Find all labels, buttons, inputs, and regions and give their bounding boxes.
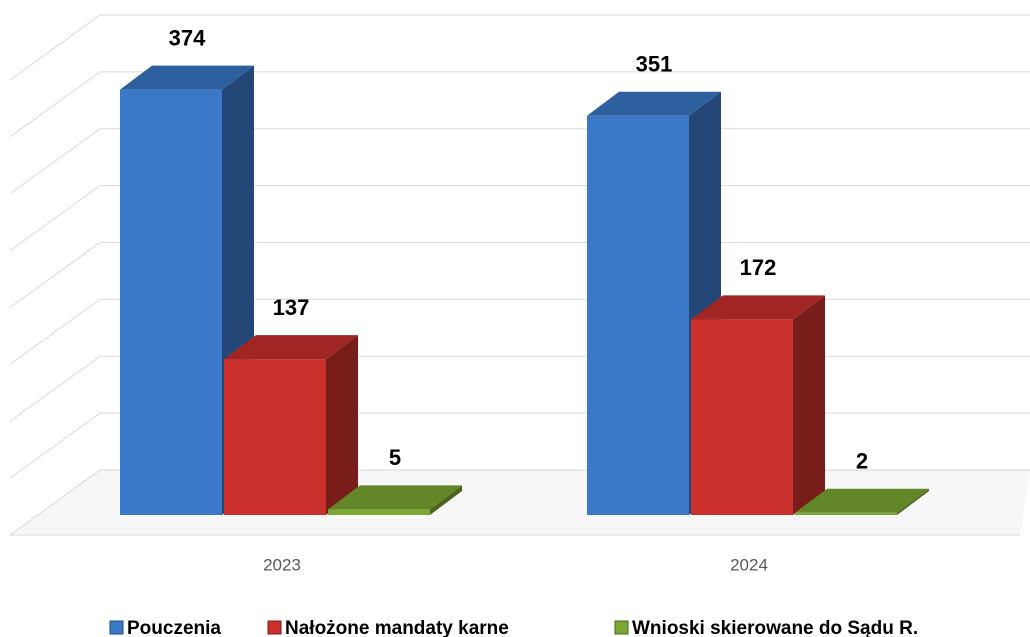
data-label: 137 xyxy=(273,295,310,320)
bar-top xyxy=(224,335,358,360)
bar-side xyxy=(793,295,825,515)
data-label: 374 xyxy=(169,25,206,50)
bar xyxy=(795,488,929,515)
bar-top xyxy=(120,65,254,90)
bar-top xyxy=(691,295,825,320)
bar-front xyxy=(691,319,793,515)
bar-front xyxy=(328,509,430,515)
grid-line-side xyxy=(9,298,101,365)
data-label: 2 xyxy=(856,449,868,474)
x-tick-label: 2023 xyxy=(263,555,301,574)
data-label: 351 xyxy=(636,52,673,77)
bar-top xyxy=(587,91,721,116)
data-label: 172 xyxy=(740,255,777,280)
bar-front xyxy=(224,359,326,515)
bar-side xyxy=(430,485,462,515)
data-label: 5 xyxy=(389,445,401,470)
bar xyxy=(328,485,462,515)
bar-front xyxy=(120,89,222,515)
bar-top xyxy=(795,488,929,513)
grid-line-side xyxy=(9,185,101,252)
legend-label: Nałożone mandaty karne xyxy=(285,618,509,637)
grid-line-side xyxy=(9,469,101,536)
grid-line-side xyxy=(9,71,101,138)
bar-front xyxy=(587,115,689,516)
bar-side xyxy=(326,335,358,515)
grid-line-side xyxy=(9,355,101,422)
bar xyxy=(224,335,358,515)
bar xyxy=(691,295,825,515)
bar-front xyxy=(795,512,897,515)
bar-top xyxy=(328,485,462,510)
legend-swatch xyxy=(109,620,124,635)
legend-swatch xyxy=(614,620,629,635)
legend-label: Pouczenia xyxy=(127,618,221,637)
legend-swatch xyxy=(267,620,282,635)
legend-label: Wnioski skierowane do Sądu R. xyxy=(632,618,918,637)
x-tick-label: 2024 xyxy=(730,555,768,574)
grid-line-side xyxy=(9,14,101,81)
grid-line-side xyxy=(9,242,101,308)
bar-side xyxy=(897,488,929,515)
grid-line-side xyxy=(9,128,101,195)
grid-line-side xyxy=(9,412,101,479)
